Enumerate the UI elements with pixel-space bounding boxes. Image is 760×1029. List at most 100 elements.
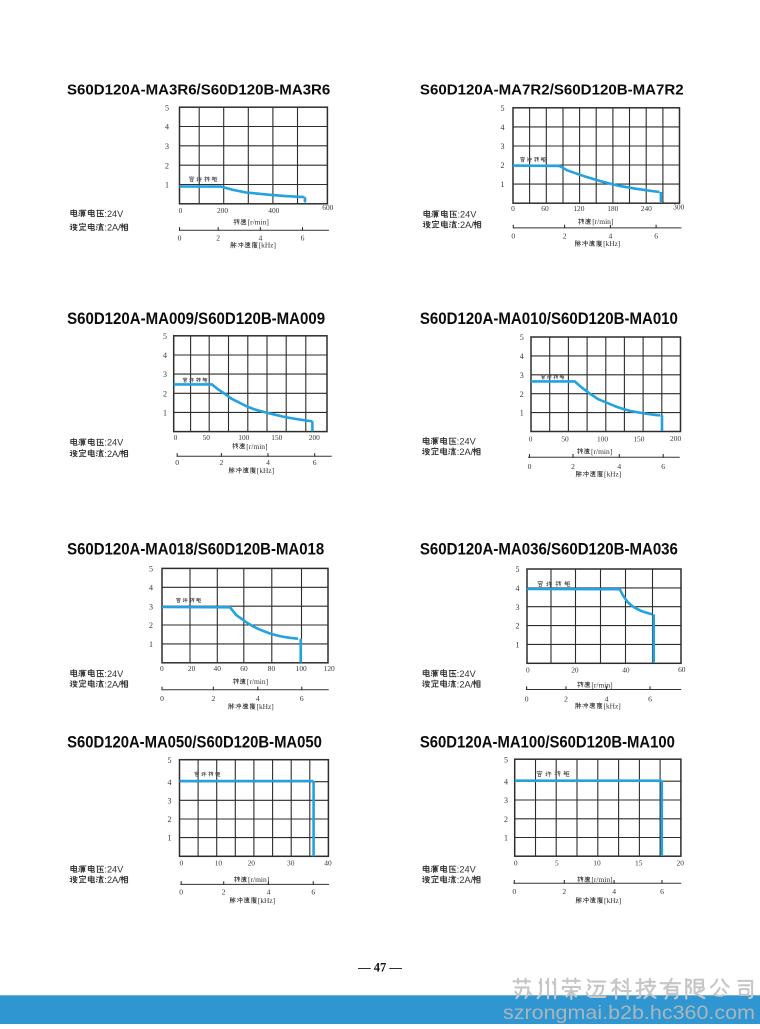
svg-text:1: 1 xyxy=(149,640,153,649)
svg-text:6: 6 xyxy=(301,234,305,243)
svg-text:[r/min]: [r/min] xyxy=(591,680,612,689)
svg-text:5: 5 xyxy=(149,565,153,574)
svg-text:[kHz]: [kHz] xyxy=(604,701,621,710)
svg-text::24V: :24V xyxy=(104,209,124,219)
svg-text:5: 5 xyxy=(520,333,524,342)
svg-text:szrongmai.b2b.hc360.com: szrongmai.b2b.hc360.com xyxy=(503,1002,755,1024)
svg-text::2A/: :2A/ xyxy=(457,875,474,885)
svg-text:[r/min]: [r/min] xyxy=(246,442,267,451)
svg-text:[r/min]: [r/min] xyxy=(592,217,613,226)
svg-text:2: 2 xyxy=(520,390,524,399)
svg-text:1: 1 xyxy=(168,834,172,843)
svg-text:20: 20 xyxy=(248,858,256,867)
svg-text:300: 300 xyxy=(673,203,684,212)
svg-text::2A/: :2A/ xyxy=(104,449,121,459)
svg-text:2: 2 xyxy=(149,621,153,630)
svg-text:0: 0 xyxy=(179,206,183,215)
svg-text:50: 50 xyxy=(561,435,569,444)
svg-text:0: 0 xyxy=(511,204,515,213)
svg-text:4: 4 xyxy=(168,778,172,787)
svg-text:200: 200 xyxy=(670,434,681,443)
svg-text::2A/: :2A/ xyxy=(104,679,121,689)
svg-text::24V: :24V xyxy=(104,865,124,875)
svg-text:S60D120A-MA3R6/S60D120B-MA3R6: S60D120A-MA3R6/S60D120B-MA3R6 xyxy=(67,82,330,99)
svg-text:S60D120A-MA036/S60D120B-MA036: S60D120A-MA036/S60D120B-MA036 xyxy=(420,541,678,559)
svg-text:40: 40 xyxy=(622,666,630,675)
svg-text:5: 5 xyxy=(555,858,559,867)
svg-text:6: 6 xyxy=(660,887,664,896)
svg-text:S60D120A-MA009/S60D120B-MA009: S60D120A-MA009/S60D120B-MA009 xyxy=(67,310,325,328)
svg-text:40: 40 xyxy=(324,858,332,867)
svg-text:[r/min]: [r/min] xyxy=(247,677,268,686)
svg-text:20: 20 xyxy=(571,666,579,675)
svg-text:4: 4 xyxy=(609,231,613,240)
svg-text:S60D120A-MA050/S60D120B-MA050: S60D120A-MA050/S60D120B-MA050 xyxy=(67,734,322,752)
svg-text:6: 6 xyxy=(648,694,652,703)
svg-text:2: 2 xyxy=(504,815,508,824)
svg-text:200: 200 xyxy=(309,433,320,442)
svg-text:2: 2 xyxy=(163,389,167,398)
svg-text:0: 0 xyxy=(511,231,515,240)
svg-text:400: 400 xyxy=(268,206,279,215)
svg-text:2: 2 xyxy=(212,694,216,703)
svg-text:4: 4 xyxy=(612,887,616,896)
svg-text::24V: :24V xyxy=(458,210,478,220)
svg-text:0: 0 xyxy=(525,694,529,703)
svg-text:4: 4 xyxy=(165,123,169,132)
svg-text:4: 4 xyxy=(504,777,508,786)
svg-text:0: 0 xyxy=(514,858,518,867)
svg-text:6: 6 xyxy=(661,462,665,471)
svg-text:2: 2 xyxy=(220,458,224,467)
svg-text:0: 0 xyxy=(526,666,530,675)
svg-text:1: 1 xyxy=(501,180,505,189)
svg-text:40: 40 xyxy=(214,664,222,673)
svg-text:4: 4 xyxy=(266,458,270,467)
svg-text:2: 2 xyxy=(563,231,567,240)
svg-text:2: 2 xyxy=(168,815,172,824)
svg-text:[kHz]: [kHz] xyxy=(604,896,621,905)
svg-text:[kHz]: [kHz] xyxy=(258,896,275,905)
svg-text:4: 4 xyxy=(501,123,505,132)
svg-text::24V: :24V xyxy=(457,865,477,875)
svg-text:2: 2 xyxy=(564,694,568,703)
svg-text:5: 5 xyxy=(504,755,508,764)
svg-text:3: 3 xyxy=(163,370,167,379)
svg-text:100: 100 xyxy=(296,664,307,673)
svg-text:6: 6 xyxy=(311,887,315,896)
svg-text:2: 2 xyxy=(165,161,169,170)
svg-text::2A/: :2A/ xyxy=(104,223,121,233)
svg-text:6: 6 xyxy=(313,458,317,467)
svg-text:0: 0 xyxy=(174,433,178,442)
svg-text:3: 3 xyxy=(165,142,169,151)
svg-text:2: 2 xyxy=(562,887,566,896)
svg-text:150: 150 xyxy=(633,435,644,444)
svg-text:[r/min]: [r/min] xyxy=(591,447,612,456)
svg-text:1: 1 xyxy=(165,181,169,190)
svg-text:[kHz]: [kHz] xyxy=(257,466,274,475)
svg-text:4: 4 xyxy=(617,462,621,471)
svg-text:5: 5 xyxy=(516,565,520,574)
svg-text:1: 1 xyxy=(504,834,508,843)
svg-text:100: 100 xyxy=(238,433,249,442)
svg-text:4: 4 xyxy=(605,694,609,703)
svg-text:5: 5 xyxy=(501,104,505,113)
svg-text::2A/: :2A/ xyxy=(457,679,474,689)
svg-text:0: 0 xyxy=(180,858,184,867)
svg-text:240: 240 xyxy=(641,204,652,213)
svg-text:120: 120 xyxy=(573,204,584,213)
svg-text:S60D120A-MA010/S60D120B-MA010: S60D120A-MA010/S60D120B-MA010 xyxy=(420,310,678,328)
svg-text:150: 150 xyxy=(271,433,282,442)
svg-text:60: 60 xyxy=(678,665,686,674)
svg-text:2: 2 xyxy=(216,234,220,243)
svg-text:80: 80 xyxy=(268,664,276,673)
svg-text:0: 0 xyxy=(175,458,179,467)
svg-text:15: 15 xyxy=(635,858,643,867)
svg-text:3: 3 xyxy=(168,796,172,805)
svg-text::24V: :24V xyxy=(457,437,477,447)
svg-text:S60D120A-MA100/S60D120B-MA100: S60D120A-MA100/S60D120B-MA100 xyxy=(420,734,675,752)
svg-text:2: 2 xyxy=(222,887,226,896)
svg-text:10: 10 xyxy=(215,858,223,867)
svg-text:60: 60 xyxy=(541,204,549,213)
svg-text:1: 1 xyxy=(516,641,520,650)
svg-text:0: 0 xyxy=(160,694,164,703)
